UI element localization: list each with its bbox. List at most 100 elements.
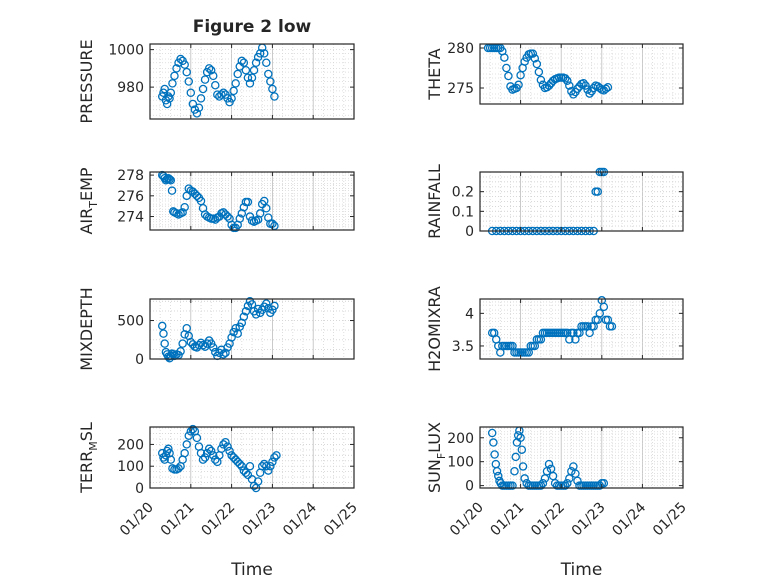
x-tick-label: 01/20 <box>447 500 487 540</box>
data-point <box>490 450 499 459</box>
axes-frame <box>149 171 355 231</box>
data-point <box>166 88 176 98</box>
x-tick-label: 01/21 <box>488 500 528 540</box>
y-tick-label: 0.1 <box>452 204 474 220</box>
data-point <box>172 64 181 73</box>
axes-frame <box>479 171 684 232</box>
axes-frame <box>149 298 355 360</box>
data-point <box>595 309 605 318</box>
y-axis-label: RAINFALL <box>425 164 444 239</box>
y-tick-label: 278 <box>117 168 144 184</box>
x-tick-label: 01/20 <box>117 500 157 540</box>
data-point <box>514 80 523 90</box>
data-point <box>170 71 179 81</box>
data-point <box>504 71 513 81</box>
data-point <box>268 457 277 467</box>
data-point <box>231 323 240 333</box>
data-point <box>270 301 279 311</box>
data-point <box>164 173 173 183</box>
data-point <box>166 455 176 464</box>
data-point <box>235 459 245 469</box>
y-axis-label: MIXDEPTH <box>77 287 96 370</box>
data-point <box>194 103 204 113</box>
y-tick-label: 100 <box>447 455 474 471</box>
data-point <box>227 333 236 342</box>
data-point <box>532 59 542 69</box>
data-point <box>239 58 249 68</box>
data-point <box>245 212 255 221</box>
data-point <box>180 448 189 458</box>
data-point <box>262 299 271 308</box>
data-point <box>536 481 546 490</box>
y-tick-label: 3.5 <box>452 339 474 355</box>
subplot-3: 274 276 278 AIRTEMP <box>77 167 355 235</box>
grid-lines <box>150 44 354 119</box>
data-point <box>217 90 226 99</box>
data-point <box>511 452 520 462</box>
data-point <box>262 203 271 213</box>
data-point <box>563 76 572 86</box>
data-point <box>259 49 269 58</box>
x-tick-label: 01/23 <box>239 500 279 540</box>
data-point <box>520 57 529 66</box>
data-point <box>272 451 281 460</box>
data-point <box>243 197 253 207</box>
data-point <box>223 212 232 221</box>
data-point <box>219 350 228 359</box>
y-tick-label: 0.2 <box>452 185 474 201</box>
data-point <box>198 340 208 350</box>
data-point <box>569 90 578 99</box>
axes-frame <box>149 426 355 489</box>
data-point <box>186 88 196 98</box>
data-point <box>257 461 267 471</box>
data-point <box>227 94 236 103</box>
data-point <box>245 461 255 471</box>
data-series <box>157 170 279 233</box>
data-series <box>157 43 279 118</box>
y-axis-label: SUNFLUX <box>425 422 448 493</box>
data-point <box>270 453 279 462</box>
data-point <box>565 81 574 90</box>
y-tick-label: 200 <box>117 437 144 453</box>
data-point <box>607 322 617 331</box>
y-tick-label: 500 <box>117 314 144 330</box>
data-point <box>221 437 230 447</box>
axes-frame <box>479 43 684 105</box>
data-point <box>500 53 509 62</box>
data-point <box>487 428 497 438</box>
data-point <box>192 433 202 443</box>
x-axis-label: Time <box>560 560 603 580</box>
axes-frame <box>479 426 684 489</box>
data-point <box>184 431 194 440</box>
chart-title: Figure 2 low <box>193 17 312 37</box>
data-point <box>583 85 592 94</box>
data-point <box>182 67 191 77</box>
data-point <box>198 455 208 464</box>
data-point <box>262 461 271 471</box>
data-point <box>239 312 249 321</box>
data-point <box>563 478 572 488</box>
data-series <box>487 426 609 490</box>
data-point <box>204 444 214 454</box>
data-point <box>243 73 253 83</box>
data-point <box>530 54 540 63</box>
data-series <box>157 297 279 363</box>
data-point <box>249 66 259 75</box>
grid-lines <box>480 44 683 104</box>
y-tick-label: 280 <box>447 41 474 57</box>
subplot-7: 0 100 200 01/20 01/21 01/22 01/23 01/24 01/25 TER… <box>77 422 361 580</box>
data-point <box>221 348 230 358</box>
data-point <box>502 63 511 73</box>
data-point <box>579 78 588 88</box>
data-point <box>517 445 527 454</box>
data-series <box>157 424 281 493</box>
y-tick-label: 4 <box>465 306 474 322</box>
data-point <box>492 467 502 476</box>
data-point <box>160 84 169 94</box>
data-point <box>241 307 251 316</box>
data-point <box>162 174 172 184</box>
subplot-5: 0 500 MIXDEPTH <box>77 287 355 371</box>
y-axis-label: THETA <box>425 48 444 100</box>
subplot-1: 980 1000 PRESSURE Figure 2 low <box>77 17 355 124</box>
data-point <box>251 58 261 68</box>
